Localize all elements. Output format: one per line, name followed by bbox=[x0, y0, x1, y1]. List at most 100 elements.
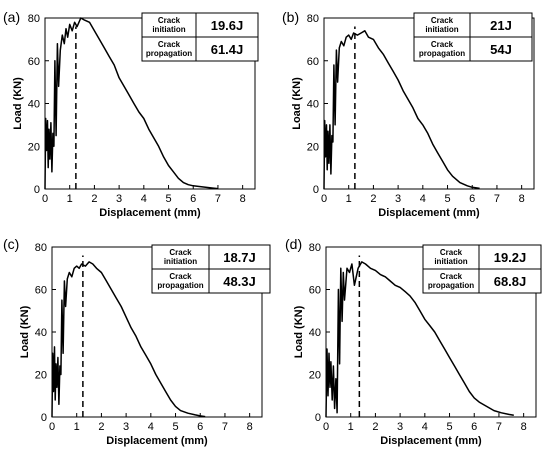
x-tick-label: 6 bbox=[469, 193, 475, 205]
y-axis-title: Load (KN) bbox=[293, 305, 305, 358]
y-tick-label: 0 bbox=[34, 184, 40, 196]
table-row-value: 21J bbox=[490, 18, 512, 33]
y-tick-label: 80 bbox=[309, 242, 321, 254]
table-row-label: Crack bbox=[440, 272, 463, 281]
x-tick-label: 6 bbox=[190, 193, 196, 205]
y-tick-label: 60 bbox=[28, 56, 40, 68]
x-tick-label: 8 bbox=[519, 193, 525, 205]
table-row-label: initiation bbox=[152, 25, 185, 34]
x-tick-label: 1 bbox=[346, 193, 352, 205]
table-row-label: initiation bbox=[425, 25, 458, 34]
y-tick-label: 40 bbox=[35, 327, 47, 339]
panel-label: (d) bbox=[285, 236, 302, 252]
table-row-label: Crack bbox=[169, 248, 192, 257]
x-axis-title: Displacement (mm) bbox=[99, 207, 201, 219]
panel-label: (b) bbox=[282, 9, 299, 25]
table-row-label: Crack bbox=[169, 272, 192, 281]
table-row-value: 18.7J bbox=[223, 250, 256, 265]
x-axis-title: Displacement (mm) bbox=[378, 207, 480, 219]
x-tick-label: 3 bbox=[123, 421, 129, 433]
x-tick-label: 8 bbox=[240, 193, 246, 205]
x-tick-label: 4 bbox=[148, 421, 154, 433]
table-row-value: 19.6J bbox=[211, 18, 244, 33]
table-row-label: propagation bbox=[146, 49, 192, 58]
y-axis-title: Load (KN) bbox=[12, 77, 24, 130]
table-row-label: initiation bbox=[434, 257, 467, 266]
y-tick-label: 80 bbox=[307, 13, 319, 25]
panel-label: (a) bbox=[3, 9, 20, 25]
x-tick-label: 2 bbox=[91, 193, 97, 205]
x-tick-label: 0 bbox=[42, 193, 48, 205]
x-tick-label: 4 bbox=[141, 193, 147, 205]
y-tick-label: 40 bbox=[28, 99, 40, 111]
load-curve bbox=[325, 261, 514, 418]
table-row-label: Crack bbox=[158, 16, 181, 25]
y-tick-label: 20 bbox=[307, 141, 319, 153]
y-tick-label: 0 bbox=[41, 412, 47, 424]
load-curve bbox=[323, 30, 480, 190]
x-tick-label: 4 bbox=[420, 193, 426, 205]
x-axis-title: Displacement (mm) bbox=[106, 435, 208, 447]
table-row-label: Crack bbox=[440, 248, 463, 257]
x-tick-label: 6 bbox=[471, 421, 477, 433]
y-axis-title: Load (KN) bbox=[291, 77, 303, 130]
x-tick-label: 1 bbox=[74, 421, 80, 433]
x-tick-label: 3 bbox=[395, 193, 401, 205]
x-tick-label: 7 bbox=[222, 421, 228, 433]
x-tick-label: 7 bbox=[215, 193, 221, 205]
table-row-label: Crack bbox=[431, 16, 454, 25]
y-tick-label: 0 bbox=[315, 412, 321, 424]
x-tick-label: 0 bbox=[321, 193, 327, 205]
table-row-label: propagation bbox=[428, 281, 474, 290]
x-axis-title: Displacement (mm) bbox=[380, 435, 482, 447]
y-tick-label: 40 bbox=[307, 99, 319, 111]
x-tick-label: 4 bbox=[422, 421, 428, 433]
y-tick-label: 80 bbox=[35, 242, 47, 254]
x-tick-label: 5 bbox=[446, 421, 452, 433]
y-tick-label: 80 bbox=[28, 13, 40, 25]
table-row-value: 61.4J bbox=[211, 42, 244, 57]
table-row-value: 54J bbox=[490, 42, 512, 57]
x-tick-label: 2 bbox=[372, 421, 378, 433]
y-tick-label: 20 bbox=[35, 370, 47, 382]
x-tick-label: 7 bbox=[496, 421, 502, 433]
x-tick-label: 1 bbox=[348, 421, 354, 433]
x-tick-label: 5 bbox=[444, 193, 450, 205]
table-row-label: propagation bbox=[419, 49, 465, 58]
load-curve bbox=[51, 261, 206, 418]
y-tick-label: 60 bbox=[35, 285, 47, 297]
y-tick-label: 20 bbox=[28, 141, 40, 153]
x-tick-label: 5 bbox=[172, 421, 178, 433]
y-tick-label: 20 bbox=[309, 370, 321, 382]
table-row-value: 19.2J bbox=[494, 250, 527, 265]
x-tick-label: 1 bbox=[67, 193, 73, 205]
x-tick-label: 3 bbox=[116, 193, 122, 205]
table-row-label: Crack bbox=[431, 40, 454, 49]
table-row-label: Crack bbox=[158, 40, 181, 49]
y-tick-label: 0 bbox=[313, 184, 319, 196]
x-tick-label: 6 bbox=[197, 421, 203, 433]
x-tick-label: 8 bbox=[521, 421, 527, 433]
x-tick-label: 3 bbox=[397, 421, 403, 433]
x-tick-label: 7 bbox=[494, 193, 500, 205]
table-row-value: 68.8J bbox=[494, 274, 527, 289]
table-row-label: propagation bbox=[157, 281, 203, 290]
x-tick-label: 0 bbox=[49, 421, 55, 433]
x-tick-label: 5 bbox=[165, 193, 171, 205]
y-tick-label: 60 bbox=[307, 56, 319, 68]
y-tick-label: 40 bbox=[309, 327, 321, 339]
x-tick-label: 8 bbox=[247, 421, 253, 433]
y-axis-title: Load (KN) bbox=[19, 305, 31, 358]
load-curve bbox=[44, 17, 218, 190]
x-tick-label: 2 bbox=[98, 421, 104, 433]
table-row-label: initiation bbox=[164, 257, 197, 266]
y-tick-label: 60 bbox=[309, 285, 321, 297]
table-row-value: 48.3J bbox=[223, 274, 256, 289]
x-tick-label: 2 bbox=[370, 193, 376, 205]
x-tick-label: 0 bbox=[323, 421, 329, 433]
